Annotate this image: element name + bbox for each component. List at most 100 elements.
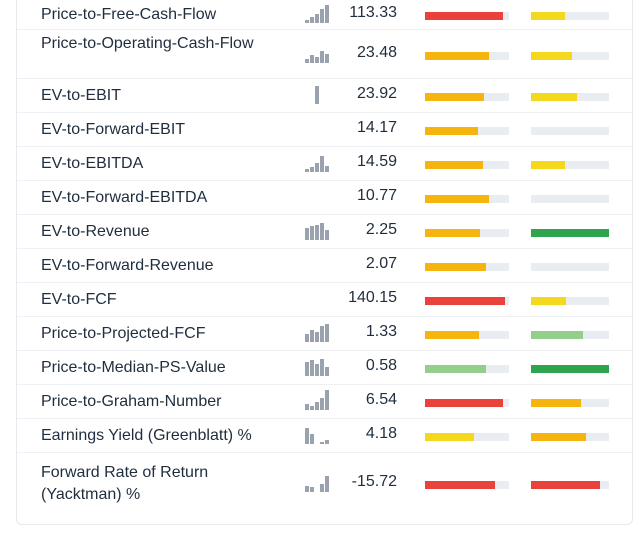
sparkline-bar	[325, 166, 329, 172]
ratio-label[interactable]: EV-to-Revenue	[41, 223, 150, 240]
industry-rank-bar[interactable]	[425, 93, 509, 101]
industry-rank-bar-fill	[425, 12, 504, 20]
table-row: Price-to-Operating-Cash-Flow 23.48	[17, 30, 634, 79]
historical-rank-bar[interactable]	[531, 263, 609, 271]
table-row: Price-to-Free-Cash-Flow 113.33	[17, 0, 634, 30]
ratio-value: 4.18	[365, 425, 397, 442]
ratio-value: -15.72	[351, 473, 397, 490]
historical-rank-bar[interactable]	[531, 297, 609, 305]
industry-rank-bar[interactable]	[425, 331, 509, 339]
historical-rank-bar[interactable]	[531, 433, 609, 441]
ratio-value: 10.77	[356, 187, 397, 204]
ratio-label[interactable]: Forward Rate of Return (Yacktman) %	[41, 464, 209, 503]
industry-rank-bar[interactable]	[425, 263, 509, 271]
ratio-value: 23.92	[356, 85, 397, 102]
sparkline-bar	[305, 59, 309, 63]
ratio-label[interactable]: EV-to-FCF	[41, 291, 117, 308]
ratio-label[interactable]: Earnings Yield (Greenblatt) %	[41, 427, 252, 444]
ratio-label[interactable]: EV-to-EBITDA	[41, 155, 144, 172]
historical-rank-bar-fill	[531, 365, 609, 373]
ratio-value: 2.07	[365, 255, 397, 272]
historical-rank-bar[interactable]	[531, 93, 609, 101]
ratio-label[interactable]: EV-to-Forward-EBITDA	[41, 189, 208, 206]
industry-rank-bar-fill	[425, 263, 487, 271]
industry-rank-bar[interactable]	[425, 195, 509, 203]
industry-rank-bar[interactable]	[425, 52, 509, 60]
industry-rank-bar-fill	[425, 297, 505, 305]
industry-rank-bar[interactable]	[425, 127, 509, 135]
industry-rank-bar-fill	[425, 93, 484, 101]
ratio-label[interactable]: EV-to-EBIT	[41, 87, 122, 104]
ratio-value: 14.17	[356, 119, 397, 136]
sparkline-bar	[315, 86, 319, 104]
sparkline-icon[interactable]	[305, 43, 333, 63]
historical-rank-bar[interactable]	[531, 365, 609, 373]
sparkline-bar	[305, 486, 309, 492]
ratio-label[interactable]: Price-to-Graham-Number	[41, 393, 222, 410]
sparkline-icon[interactable]	[305, 390, 333, 410]
industry-rank-bar[interactable]	[425, 229, 509, 237]
sparkline-icon[interactable]	[305, 472, 333, 492]
historical-rank-bar[interactable]	[531, 12, 609, 20]
industry-rank-bar[interactable]	[425, 297, 509, 305]
ratio-label[interactable]: EV-to-Forward-EBIT	[41, 121, 186, 138]
sparkline-bar	[320, 359, 324, 376]
ratio-value: 113.33	[349, 4, 397, 21]
sparkline-bar	[320, 326, 324, 342]
sparkline-bar	[315, 57, 319, 63]
ratio-value: 23.48	[356, 44, 397, 61]
industry-rank-bar[interactable]	[425, 365, 509, 373]
table-row: Forward Rate of Return (Yacktman) % -15.7…	[17, 453, 634, 515]
table-row: EV-to-Forward-Revenue 2.07	[17, 249, 634, 283]
industry-rank-bar[interactable]	[425, 399, 509, 407]
sparkline-icon[interactable]	[305, 220, 333, 240]
ratio-label[interactable]: EV-to-Forward-Revenue	[41, 257, 214, 274]
industry-rank-bar[interactable]	[425, 481, 509, 489]
table-row: EV-to-Revenue 2.25	[17, 215, 634, 249]
sparkline-bar	[305, 362, 309, 376]
industry-rank-bar-fill	[425, 433, 474, 441]
historical-rank-bar-fill	[531, 52, 573, 60]
historical-rank-bar-fill	[531, 161, 565, 169]
sparkline-icon[interactable]	[305, 84, 333, 104]
sparkline-bar	[320, 51, 324, 63]
historical-rank-bar[interactable]	[531, 161, 609, 169]
industry-rank-bar[interactable]	[425, 433, 509, 441]
sparkline-bar	[310, 487, 314, 492]
historical-rank-bar-fill	[531, 399, 581, 407]
historical-rank-bar[interactable]	[531, 399, 609, 407]
historical-rank-bar[interactable]	[531, 331, 609, 339]
sparkline-icon[interactable]	[305, 356, 333, 376]
sparkline-icon[interactable]	[305, 322, 333, 342]
ratio-label[interactable]: Price-to-Median-PS-Value	[41, 359, 226, 376]
sparkline-bar	[315, 332, 319, 342]
sparkline-icon[interactable]	[305, 424, 333, 444]
table-row: EV-to-EBITDA 14.59	[17, 147, 634, 181]
sparkline-bar	[320, 442, 324, 444]
ratio-label[interactable]: Price-to-Projected-FCF	[41, 325, 206, 342]
sparkline-bar	[325, 440, 329, 444]
sparkline-bar	[310, 434, 314, 444]
ratio-label[interactable]: Price-to-Free-Cash-Flow	[41, 6, 217, 23]
industry-rank-bar[interactable]	[425, 161, 509, 169]
historical-rank-bar-fill	[531, 481, 600, 489]
sparkline-icon[interactable]	[305, 152, 333, 172]
table-row: EV-to-EBIT 23.92	[17, 79, 634, 113]
sparkline-bar	[325, 5, 329, 23]
industry-rank-bar[interactable]	[425, 12, 509, 20]
ratio-value: 6.54	[365, 391, 397, 408]
sparkline-bar	[305, 404, 309, 410]
historical-rank-bar-fill	[531, 229, 609, 237]
historical-rank-bar[interactable]	[531, 229, 609, 237]
industry-rank-bar-fill	[425, 481, 495, 489]
historical-rank-bar[interactable]	[531, 481, 609, 489]
historical-rank-bar-fill	[531, 433, 586, 441]
ratio-label[interactable]: Price-to-Operating-Cash-Flow	[41, 35, 254, 52]
sparkline-icon[interactable]	[305, 3, 333, 23]
industry-rank-bar-fill	[425, 161, 483, 169]
sparkline-bar	[310, 360, 314, 376]
historical-rank-bar[interactable]	[531, 127, 609, 135]
sparkline-bar	[310, 55, 314, 63]
historical-rank-bar[interactable]	[531, 52, 609, 60]
historical-rank-bar[interactable]	[531, 195, 609, 203]
